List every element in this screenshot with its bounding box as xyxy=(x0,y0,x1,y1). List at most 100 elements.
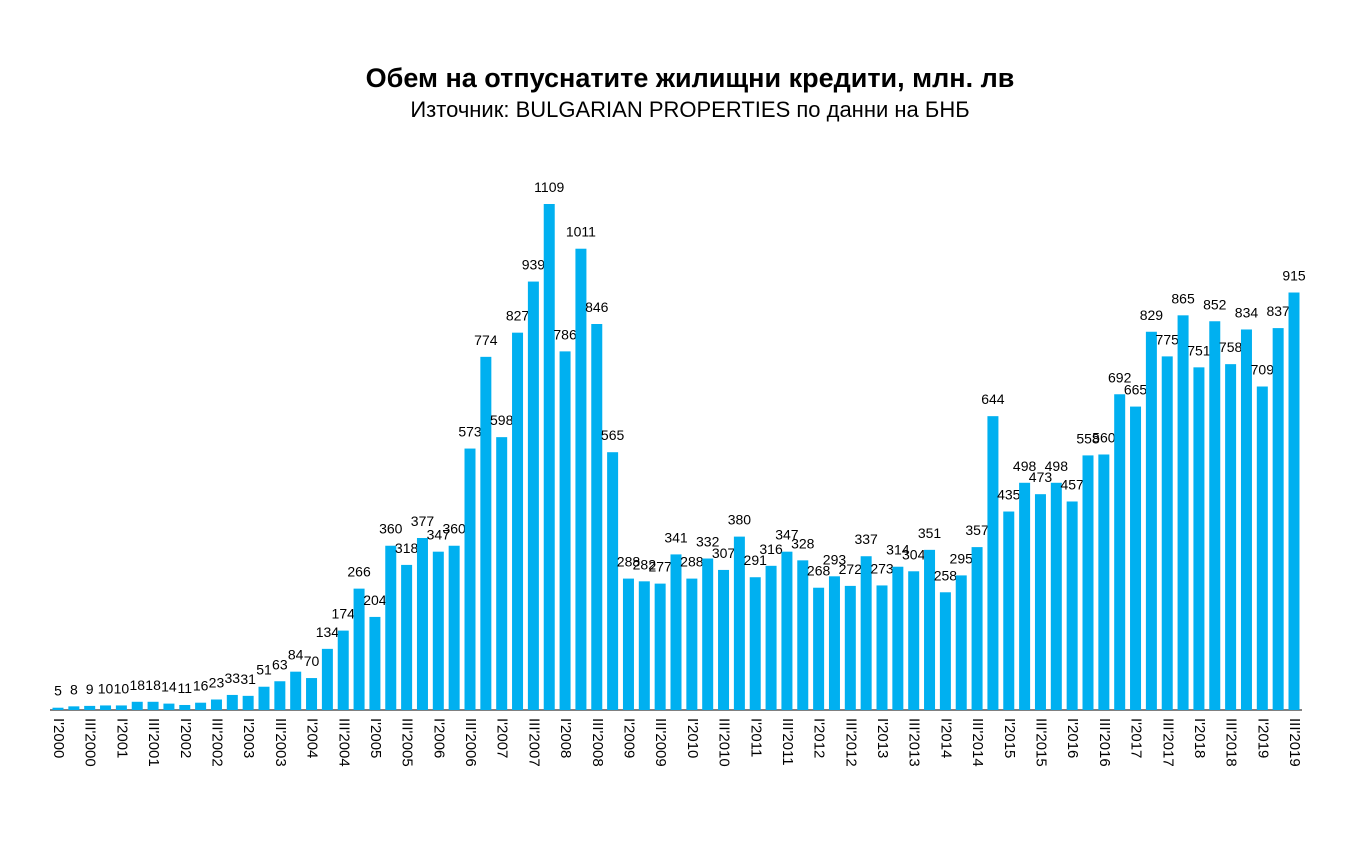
value-label: 328 xyxy=(791,535,815,551)
bar xyxy=(1240,329,1252,710)
value-label: 758 xyxy=(1219,339,1243,355)
x-tick-label: III'2001 xyxy=(145,718,162,767)
bar xyxy=(1256,386,1268,710)
bar xyxy=(210,699,222,710)
value-label: 473 xyxy=(1029,469,1053,485)
bar xyxy=(1050,482,1062,710)
value-label: 266 xyxy=(347,564,371,580)
bar xyxy=(955,575,967,710)
x-tick-label: I'2012 xyxy=(811,718,828,758)
x-tick-label: I'2000 xyxy=(50,718,67,758)
value-label: 84 xyxy=(288,647,304,663)
x-tick-label: III'2014 xyxy=(969,718,986,767)
value-label: 644 xyxy=(981,391,1005,407)
value-label: 31 xyxy=(240,671,256,687)
bar xyxy=(765,565,777,710)
chart-subtitle: Източник: BULGARIAN PROPERTIES по данни … xyxy=(410,97,969,122)
x-tick-label: III'2011 xyxy=(779,718,796,766)
x-tick-label: I'2008 xyxy=(557,718,574,758)
value-label: 304 xyxy=(902,546,926,562)
value-label: 751 xyxy=(1187,342,1211,358)
x-tick-label: I'2004 xyxy=(304,718,321,758)
value-label: 498 xyxy=(1045,458,1069,474)
bar xyxy=(575,248,587,710)
value-label: 1109 xyxy=(534,179,564,195)
bar xyxy=(179,704,191,710)
bar xyxy=(337,630,349,710)
value-label: 558 xyxy=(1076,430,1100,446)
x-tick-label: III'2013 xyxy=(906,718,923,767)
bar xyxy=(1082,455,1094,710)
value-label: 337 xyxy=(854,531,878,547)
value-label: 318 xyxy=(395,540,419,556)
value-label: 51 xyxy=(256,662,272,678)
value-label: 709 xyxy=(1251,362,1275,378)
bar xyxy=(353,588,365,710)
bar xyxy=(1209,321,1221,710)
value-label: 827 xyxy=(506,308,530,324)
x-tick-label: I'2006 xyxy=(430,718,447,758)
bar xyxy=(670,554,682,710)
value-label: 258 xyxy=(934,567,958,583)
bar xyxy=(321,648,333,710)
value-label: 288 xyxy=(680,554,704,570)
x-tick-label: I'2019 xyxy=(1254,718,1271,758)
bar xyxy=(1130,406,1142,710)
value-label: 347 xyxy=(775,527,799,543)
bar xyxy=(258,686,270,710)
bar xyxy=(924,549,936,710)
value-label: 665 xyxy=(1124,382,1148,398)
bar xyxy=(607,452,619,710)
value-label: 498 xyxy=(1013,458,1037,474)
value-label: 939 xyxy=(522,257,546,273)
value-label: 14 xyxy=(161,679,177,695)
value-label: 293 xyxy=(823,551,847,567)
bar xyxy=(813,587,825,710)
bar xyxy=(100,705,112,710)
value-label: 598 xyxy=(490,412,514,428)
bar xyxy=(971,547,983,710)
x-tick-label: I'2001 xyxy=(113,718,130,758)
bar xyxy=(1288,292,1300,710)
value-label: 360 xyxy=(379,521,403,537)
value-label: 33 xyxy=(225,670,241,686)
bar xyxy=(195,702,207,710)
bar xyxy=(416,537,428,710)
bar xyxy=(1019,482,1031,710)
value-label: 316 xyxy=(759,541,783,557)
x-tick-label: III'2009 xyxy=(652,718,669,767)
value-label: 16 xyxy=(193,678,209,694)
bar xyxy=(1034,494,1046,710)
bar xyxy=(480,356,492,710)
x-tick-label: III'2000 xyxy=(82,718,99,767)
x-tick-label: I'2011 xyxy=(747,718,764,757)
value-label: 23 xyxy=(209,675,225,691)
value-label: 347 xyxy=(427,527,451,543)
value-label: 295 xyxy=(950,550,974,566)
bar xyxy=(622,578,634,710)
x-tick-label: I'2017 xyxy=(1128,718,1145,758)
bar xyxy=(1193,367,1205,710)
bar xyxy=(908,571,920,710)
bar xyxy=(527,281,539,710)
bar xyxy=(84,705,96,710)
value-label: 288 xyxy=(617,554,641,570)
value-label: 10 xyxy=(114,680,130,696)
value-label: 774 xyxy=(474,332,498,348)
value-label: 360 xyxy=(442,521,466,537)
x-tick-label: III'2005 xyxy=(399,718,416,767)
value-label: 272 xyxy=(839,561,863,577)
x-tick-label: III'2002 xyxy=(208,718,225,767)
bar xyxy=(797,560,809,710)
x-tick-label: I'2013 xyxy=(874,718,891,758)
bar xyxy=(654,583,666,710)
bar xyxy=(1272,328,1284,710)
bar xyxy=(543,204,555,710)
value-label: 10 xyxy=(98,680,114,696)
value-label: 829 xyxy=(1140,307,1164,323)
bar xyxy=(939,592,951,710)
value-label: 865 xyxy=(1171,290,1195,306)
bar xyxy=(115,705,127,710)
bar xyxy=(1114,394,1126,710)
